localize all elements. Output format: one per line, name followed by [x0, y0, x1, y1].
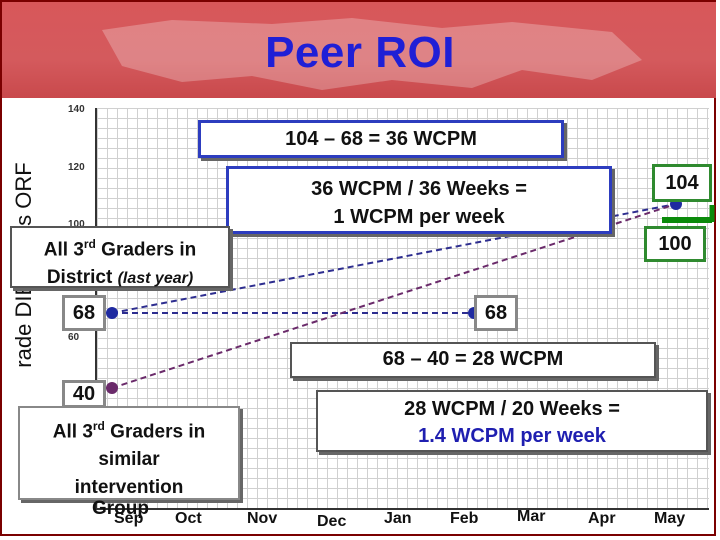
- y-tick-label: 120: [68, 162, 85, 173]
- x-tick-label: Oct: [175, 510, 202, 527]
- x-tick-label: Feb: [450, 510, 479, 527]
- intervention-group-label: All 3rd Graders in similar intervention: [18, 406, 240, 500]
- calc-box-weekly-group: 28 WCPM / 20 Weeks = 1.4 WCPM per week: [316, 390, 708, 452]
- x-tick-label: May: [654, 510, 686, 527]
- point-68-left: [106, 307, 118, 319]
- y-tick-label: 100: [68, 219, 85, 230]
- calc-line: 28 WCPM / 20 Weeks =: [404, 398, 620, 420]
- value-104: 104: [652, 164, 712, 202]
- value-40: 40: [62, 380, 106, 408]
- x-tick-label: Sep: [114, 510, 144, 527]
- page-title: Peer ROI: [265, 28, 455, 77]
- group-label-text: Group: [92, 498, 149, 519]
- x-tick-label: Mar: [517, 508, 546, 525]
- title-banner: [2, 2, 716, 98]
- group-label-text: All 3: [43, 239, 84, 261]
- point-40: [106, 382, 118, 394]
- value-100: 100: [644, 226, 706, 262]
- calc-line: 1.4 WCPM per week: [418, 425, 606, 447]
- group-label-text: Graders in: [95, 239, 197, 261]
- y-tick-label: 140: [68, 104, 85, 115]
- group-label-text: similar: [98, 449, 160, 471]
- y-tick-label: 60: [68, 332, 80, 343]
- value-68-left: 68: [62, 295, 106, 331]
- x-tick-label: Jan: [384, 510, 412, 527]
- x-tick-label: Nov: [247, 510, 278, 527]
- group-label-text: All 3: [52, 421, 93, 443]
- calc-box-weekly: 36 WCPM / 36 Weeks = 1 WCPM per week: [226, 166, 612, 234]
- group-label-italic: (last year): [117, 270, 194, 288]
- calc-box-28: 68 – 40 = 28 WCPM: [290, 342, 656, 378]
- value-68-right: 68: [474, 295, 518, 331]
- calc-box-36: 104 – 68 = 36 WCPM: [198, 120, 564, 158]
- group-label-text: Graders in: [104, 421, 206, 443]
- line-group-40: [111, 203, 677, 389]
- district-group-label: All 3rd Graders in District (last year): [10, 226, 230, 288]
- x-tick-label: Dec: [317, 513, 347, 530]
- group-label-text: intervention: [74, 477, 184, 499]
- x-tick-label: Apr: [588, 510, 616, 527]
- map-silhouette: [102, 18, 642, 90]
- line-goal-104: [111, 203, 677, 314]
- group-label-text: District: [46, 267, 113, 289]
- group-label-sup: rd: [83, 237, 96, 251]
- group-label-sup: rd: [92, 419, 105, 433]
- calc-line: 1 WCPM per week: [333, 206, 505, 228]
- calc-line: 36 WCPM / 36 Weeks =: [311, 178, 527, 200]
